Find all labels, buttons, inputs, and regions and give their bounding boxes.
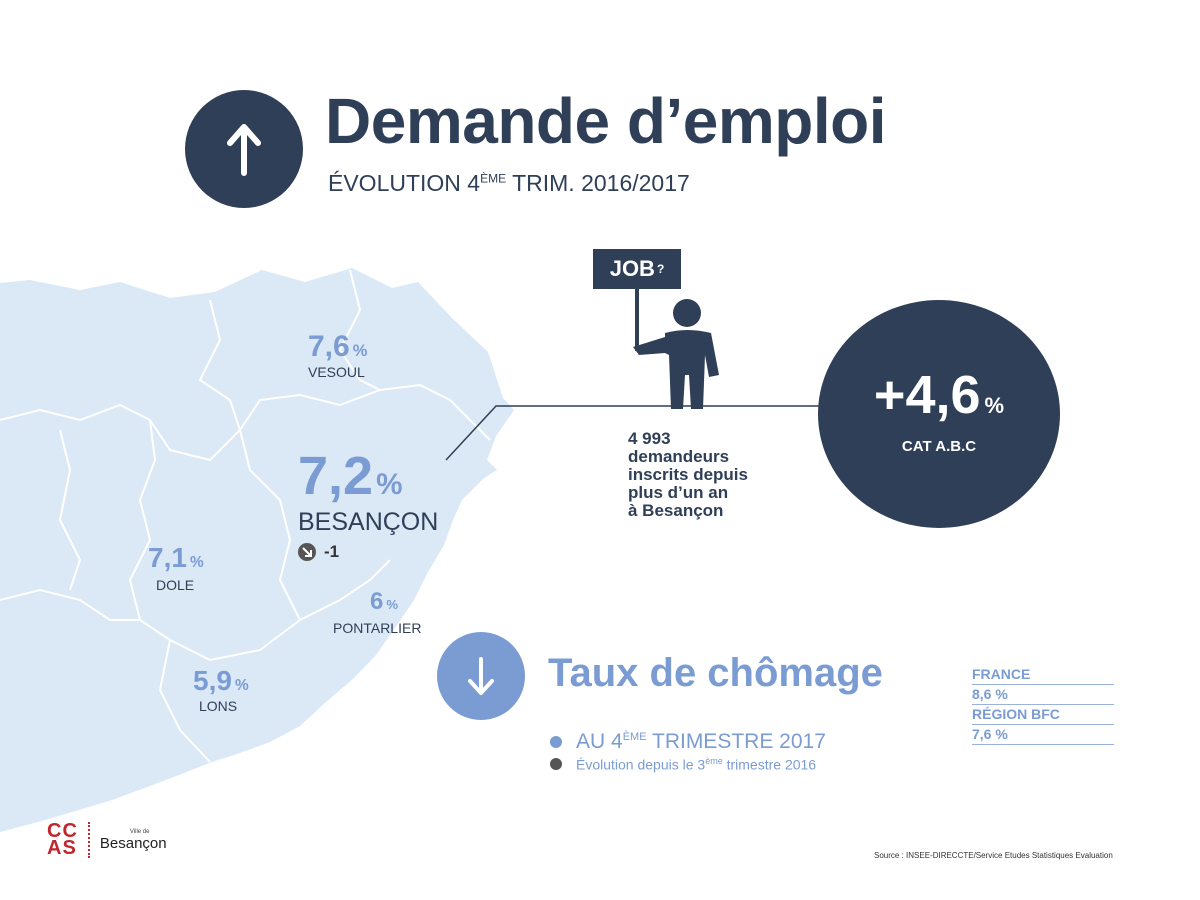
dole-label: DOLE xyxy=(156,577,195,593)
legend1-pre: AU 4 xyxy=(576,730,623,753)
vesoul-label: VESOUL xyxy=(308,364,365,380)
besancon-evolution-value: -1 xyxy=(324,542,340,561)
legend-gray-dot xyxy=(550,758,562,771)
category-abc-stat: +4,6% CAT A.B.C xyxy=(818,300,1060,528)
vesoul-rate: 7,6% xyxy=(308,330,367,364)
logo-city-name: Besançon xyxy=(99,834,167,852)
region-label: RÉGION BFC xyxy=(972,705,1114,725)
job-sign: JOB? xyxy=(593,249,681,289)
besancon-rate: 7,2% xyxy=(298,445,402,507)
logo-city: Ville de Besançon xyxy=(100,829,167,852)
lons-rate: 5,9% xyxy=(193,665,249,697)
besancon-evolution: -1 xyxy=(298,542,339,562)
pontarlier-unit: % xyxy=(386,597,399,612)
pontarlier-value: 6 xyxy=(370,588,384,615)
jobseekers-count: 4 993 xyxy=(628,429,671,448)
region-value: 7,6 % xyxy=(972,725,1114,745)
lons-label: LONS xyxy=(199,698,238,714)
arrow-down-circle xyxy=(437,632,525,720)
page-title: Demande d’emploi xyxy=(325,85,887,157)
vesoul-unit: % xyxy=(352,342,368,360)
map-borders xyxy=(0,269,491,763)
pontarlier-rate: 6% xyxy=(370,588,398,616)
dole-unit: % xyxy=(189,554,204,571)
france-value: 8,6 % xyxy=(972,685,1114,705)
dole-rate: 7,1% xyxy=(148,542,204,574)
legend2-sup: ème xyxy=(705,756,723,766)
france-label: FRANCE xyxy=(972,665,1114,685)
page-subtitle: ÉVOLUTION 4ÈME TRIM. 2016/2017 xyxy=(328,170,690,197)
category-abc-label: CAT A.B.C xyxy=(901,437,977,455)
legend-q4-2017-label: AU 4ÈME TRIMESTRE 2017 xyxy=(576,730,826,754)
legend2-pre: Évolution depuis le 3 xyxy=(576,756,706,773)
vesoul-value: 7,6 xyxy=(308,330,350,363)
job-seeker-figure-icon xyxy=(633,289,719,409)
subtitle-pre: ÉVOLUTION 4 xyxy=(328,170,481,196)
lons-unit: % xyxy=(234,677,249,694)
job-sign-text: JOB xyxy=(609,256,655,281)
legend2-post: trimestre 2016 xyxy=(722,756,817,773)
legend-evolution: Évolution depuis le 3ème trimestre 2016 xyxy=(550,756,816,773)
besancon-value: 7,2 xyxy=(298,446,374,506)
legend1-sup: ÈME xyxy=(622,731,647,743)
logo-small-text: Ville de xyxy=(129,828,150,835)
big-stat-number: +4,6 xyxy=(873,364,981,425)
arrow-down-right-icon xyxy=(298,543,316,561)
big-stat-unit: % xyxy=(984,392,1005,418)
jobseekers-line5: à Besançon xyxy=(628,501,724,520)
subtitle-sup: ÈME xyxy=(480,171,507,186)
jobseekers-line3: inscrits depuis xyxy=(628,465,748,484)
arrow-up-icon xyxy=(227,124,261,176)
pontarlier-label: PONTARLIER xyxy=(333,620,422,636)
logo-cc-bottom: AS xyxy=(47,837,77,859)
logo-cc-top: CC xyxy=(47,820,78,842)
job-sign-sup: ? xyxy=(656,262,665,276)
logo-separator xyxy=(87,822,90,858)
legend1-post: TRIMESTRE 2017 xyxy=(646,730,826,753)
legend-blue-dot xyxy=(550,736,562,748)
legend-evolution-label: Évolution depuis le 3ème trimestre 2016 xyxy=(576,756,816,773)
dole-value: 7,1 xyxy=(148,542,187,573)
jobseekers-line2: demandeurs xyxy=(628,447,730,466)
ccas-logo: CC AS Ville de Besançon xyxy=(47,820,167,859)
subtitle-post: TRIM. 2016/2017 xyxy=(506,170,690,196)
comparison-table: FRANCE 8,6 % RÉGION BFC 7,6 % xyxy=(972,665,1114,745)
legend-q4-2017: AU 4ÈME TRIMESTRE 2017 xyxy=(550,730,826,754)
ccas-logo-mark: CC AS xyxy=(47,820,78,859)
lons-value: 5,9 xyxy=(193,665,232,696)
jobseekers-line4: plus d’un an xyxy=(628,483,729,502)
unemployment-title: Taux de chômage xyxy=(548,651,883,695)
long-term-jobseekers: 4 993 demandeurs inscrits depuis plus d’… xyxy=(628,430,748,520)
arrow-down-icon xyxy=(468,657,494,695)
besancon-label: BESANÇON xyxy=(298,508,439,536)
category-abc-value: +4,6% xyxy=(874,364,1004,426)
besancon-unit: % xyxy=(376,468,403,501)
arrow-up-circle xyxy=(185,90,303,208)
source-note: Source : INSEE-DIRECCTE/Service Etudes S… xyxy=(874,851,1113,860)
